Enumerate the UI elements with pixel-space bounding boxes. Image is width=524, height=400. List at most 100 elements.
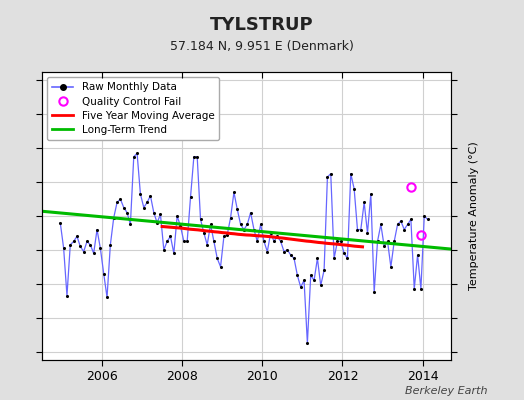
Point	[129, 154, 138, 160]
Point	[297, 284, 305, 290]
Point	[417, 286, 425, 292]
Y-axis label: Temperature Anomaly (°C): Temperature Anomaly (°C)	[468, 142, 478, 290]
Point	[320, 267, 329, 274]
Legend: Raw Monthly Data, Quality Control Fail, Five Year Moving Average, Long-Term Tren: Raw Monthly Data, Quality Control Fail, …	[47, 77, 220, 140]
Point	[187, 194, 195, 200]
Point	[346, 170, 355, 177]
Point	[56, 220, 64, 226]
Point	[260, 238, 268, 245]
Point	[290, 255, 298, 262]
Point	[76, 243, 84, 250]
Text: TYLSTRUP: TYLSTRUP	[210, 16, 314, 34]
Point	[390, 238, 398, 245]
Point	[226, 214, 235, 221]
Point	[156, 211, 165, 218]
Point	[139, 204, 148, 211]
Point	[80, 248, 88, 255]
Point	[373, 238, 381, 245]
Point	[256, 221, 265, 228]
Point	[253, 238, 261, 245]
Point	[100, 270, 108, 277]
Point	[250, 226, 258, 233]
Point	[384, 238, 392, 245]
Point	[206, 221, 215, 228]
Point	[236, 221, 245, 228]
Point	[180, 238, 188, 245]
Point	[86, 242, 94, 248]
Point	[83, 238, 91, 245]
Point	[380, 243, 388, 250]
Point	[66, 242, 74, 248]
Point	[403, 221, 412, 228]
Point	[316, 282, 325, 289]
Point	[357, 226, 365, 233]
Point	[116, 196, 125, 202]
Point	[350, 186, 358, 192]
Point	[287, 252, 295, 258]
Point	[59, 245, 68, 251]
Point	[70, 238, 78, 245]
Point	[106, 242, 115, 248]
Point	[420, 213, 429, 219]
Point	[300, 277, 308, 284]
Point	[153, 220, 161, 226]
Point	[353, 226, 362, 233]
Point	[323, 174, 332, 180]
Point	[394, 221, 402, 228]
Point	[400, 226, 408, 233]
Text: 57.184 N, 9.951 E (Denmark): 57.184 N, 9.951 E (Denmark)	[170, 40, 354, 53]
Point	[73, 233, 81, 240]
Point	[263, 248, 271, 255]
Point	[176, 223, 184, 229]
Point	[377, 221, 385, 228]
Point	[216, 264, 225, 270]
Point	[363, 230, 372, 236]
Point	[160, 247, 168, 253]
Point	[307, 272, 315, 278]
Point	[110, 214, 118, 221]
Point	[150, 210, 158, 216]
Point	[163, 238, 171, 245]
Point	[113, 199, 121, 206]
Point	[303, 340, 312, 346]
Point	[103, 294, 111, 300]
Point	[136, 191, 145, 197]
Point	[233, 206, 242, 212]
Point	[410, 286, 419, 292]
Point	[240, 226, 248, 233]
Point	[146, 192, 155, 199]
Point	[330, 255, 339, 262]
Point	[123, 210, 132, 216]
Point	[200, 230, 208, 236]
Point	[190, 154, 198, 160]
Point	[193, 154, 201, 160]
Point	[326, 170, 335, 177]
Point	[220, 233, 228, 240]
Point	[196, 216, 205, 222]
Point	[310, 277, 318, 284]
Point	[210, 238, 218, 245]
Point	[170, 250, 178, 256]
Point	[119, 204, 128, 211]
Point	[370, 289, 378, 296]
Point	[166, 233, 174, 240]
Text: Berkeley Earth: Berkeley Earth	[405, 386, 487, 396]
Point	[313, 255, 322, 262]
Point	[126, 221, 135, 228]
Point	[387, 264, 395, 270]
Point	[90, 250, 98, 256]
Point	[143, 199, 151, 206]
Point	[407, 216, 415, 222]
Point	[423, 216, 432, 222]
Point	[133, 150, 141, 156]
Point	[277, 238, 285, 245]
Point	[360, 199, 368, 206]
Point	[333, 238, 342, 245]
Point	[246, 210, 255, 216]
Point	[273, 233, 281, 240]
Point	[270, 238, 278, 245]
Point	[243, 221, 252, 228]
Point	[340, 250, 348, 256]
Point	[213, 255, 222, 262]
Point	[93, 226, 101, 233]
